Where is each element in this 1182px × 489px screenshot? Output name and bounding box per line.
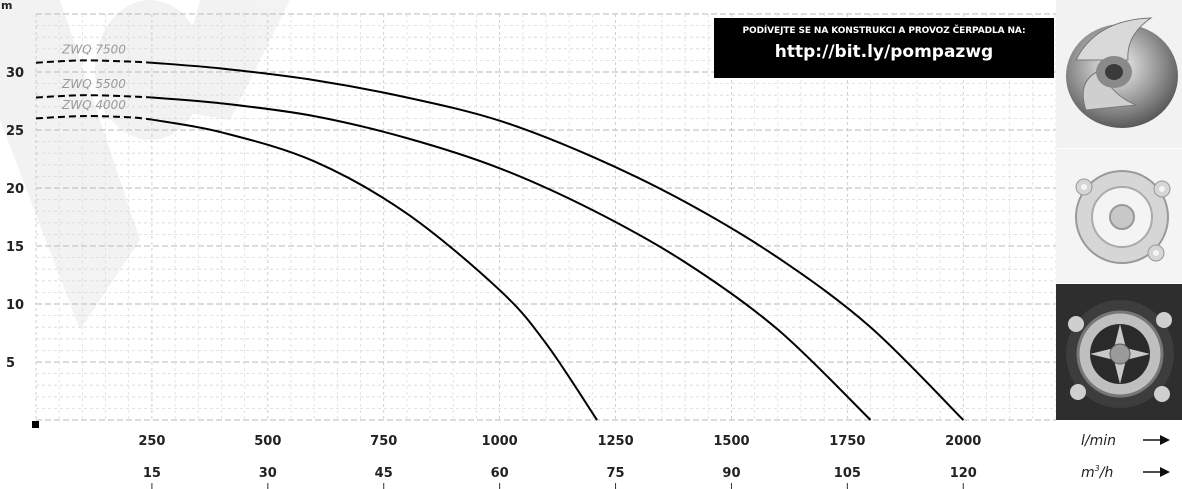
x-axis-unit-lmin: l/min <box>1081 433 1116 449</box>
x-tick-label: 250 <box>138 434 165 449</box>
x2-tick-labels: 15 30 45 60 75 90 105 120 <box>143 466 977 489</box>
x2-tick-label: 60 <box>491 466 509 481</box>
promo-heading: PODÍVEJTE SE NA KONSTRUKCI A PROVOZ ČERP… <box>742 26 1026 36</box>
series-labels: ZWQ 7500 ZWQ 5500 ZWQ 4000 <box>61 42 126 112</box>
y-axis-unit: m <box>1 0 12 12</box>
x2-tick-label: 45 <box>375 466 393 481</box>
arrow-right-icon <box>1143 467 1170 477</box>
series-line <box>151 118 598 421</box>
x2-tick-label: 90 <box>722 466 740 481</box>
y-tick-label: 10 <box>6 298 24 313</box>
x-tick-labels: 250 500 750 1000 1250 1500 1750 2000 <box>138 434 981 449</box>
y-tick-label: 5 <box>6 356 15 371</box>
x-tick-label: 1500 <box>713 434 749 449</box>
promo-link[interactable]: http://bit.ly/pompazwg <box>774 42 994 62</box>
x2-tick-label: 15 <box>143 466 161 481</box>
x-tick-label: 750 <box>370 434 397 449</box>
x2-tick-label: 120 <box>950 466 977 481</box>
x-tick-label: 1000 <box>482 434 518 449</box>
series-line-dashed <box>35 59 152 64</box>
diffuser-photo <box>1056 149 1182 283</box>
y-tick-label: 20 <box>6 182 24 197</box>
x-tick-label: 2000 <box>945 434 981 449</box>
y-tick-labels: 5 10 15 20 25 30 <box>6 66 24 371</box>
y-tick-label: 25 <box>6 124 24 139</box>
x2-tick-label: 75 <box>606 466 624 481</box>
watermark <box>0 0 290 330</box>
series-label: ZWQ 5500 <box>61 77 126 91</box>
series-line <box>151 96 872 421</box>
y-tick-label: 15 <box>6 240 24 255</box>
y-tick-label: 30 <box>6 66 24 81</box>
x-tick-label: 1250 <box>597 434 633 449</box>
impeller-photo <box>1056 0 1182 148</box>
series-line-dashed <box>35 94 152 99</box>
x2-tick-label: 30 <box>259 466 277 481</box>
x-axis-unit-m3h: m3/h <box>1081 464 1113 481</box>
x2-tick-label: 105 <box>834 466 861 481</box>
series-label: ZWQ 7500 <box>61 42 126 56</box>
promo-box: PODÍVEJTE SE NA KONSTRUKCI A PROVOZ ČERP… <box>714 18 1054 78</box>
arrow-right-icon <box>1143 435 1170 445</box>
x-tick-label: 500 <box>254 434 281 449</box>
series-label: ZWQ 4000 <box>61 98 126 112</box>
series-lines <box>35 59 964 421</box>
series-line <box>151 61 964 421</box>
x-tick-label: 1750 <box>829 434 865 449</box>
series-line-dashed <box>35 115 153 121</box>
pump-base-photo <box>1056 284 1182 420</box>
origin-marker <box>32 421 39 428</box>
